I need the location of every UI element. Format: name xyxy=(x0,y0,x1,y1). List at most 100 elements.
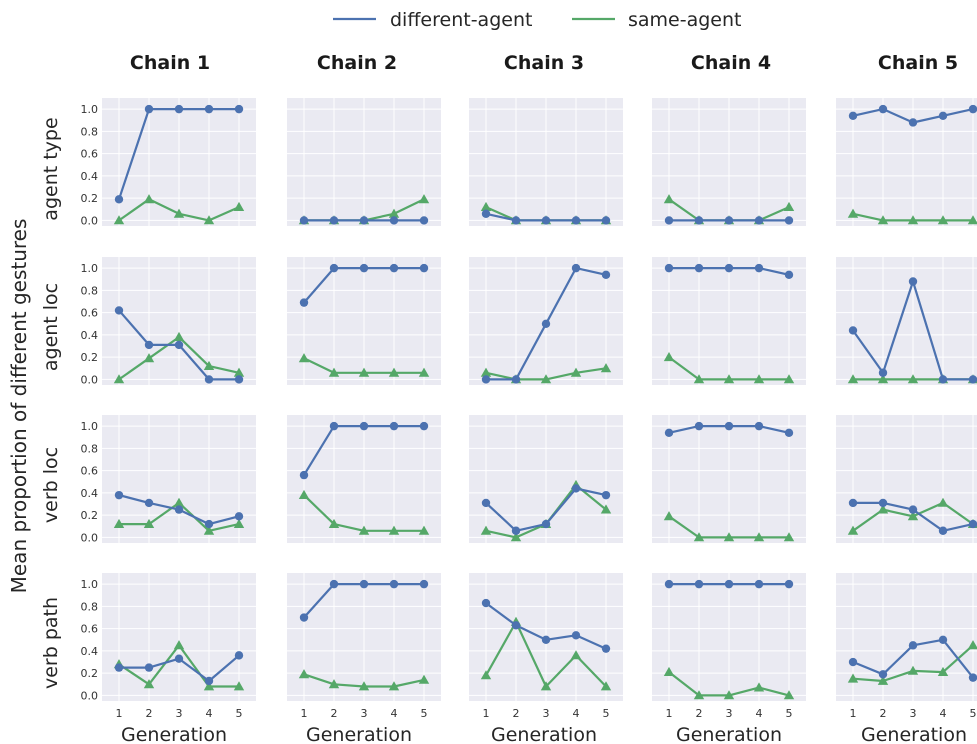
point-different-agent xyxy=(114,663,124,672)
point-same-agent xyxy=(693,690,705,700)
point-different-agent xyxy=(878,368,888,377)
point-different-agent xyxy=(664,263,674,273)
point-same-agent xyxy=(113,518,125,528)
point-same-agent xyxy=(847,673,859,683)
y-axis-label: Mean proportion of different gestures xyxy=(7,219,31,594)
legend: different-agent same-agent xyxy=(333,9,741,31)
point-same-agent xyxy=(480,525,492,535)
point-same-agent xyxy=(753,682,765,692)
point-same-agent xyxy=(663,666,675,676)
point-same-agent xyxy=(143,353,155,363)
panel-r1-c4 xyxy=(652,98,806,226)
x-tick-label: 5 xyxy=(236,707,243,720)
point-different-agent xyxy=(754,579,764,589)
legend-label-same-agent: same-agent xyxy=(628,9,741,31)
point-same-agent xyxy=(358,367,370,377)
point-different-agent xyxy=(848,498,858,508)
chain-title-4: Chain 4 xyxy=(691,52,771,74)
chain-title-1: Chain 1 xyxy=(130,52,210,74)
point-different-agent xyxy=(908,505,918,514)
panel-r2-c1: 0.0 0.2 0.4 0.6 0.8 1.0 xyxy=(81,257,256,386)
panel-background xyxy=(836,98,977,226)
point-same-agent xyxy=(907,665,919,675)
chain-title-2: Chain 2 xyxy=(317,52,397,74)
point-same-agent xyxy=(328,367,340,377)
point-same-agent xyxy=(663,194,675,204)
point-same-agent xyxy=(540,681,552,691)
y-tick-label: 0.0 xyxy=(81,214,99,227)
panel-r4-c4: 1 2 3 4 5 xyxy=(652,573,806,720)
y-tick-label: 0.8 xyxy=(81,125,99,138)
point-different-agent xyxy=(601,270,611,280)
point-same-agent xyxy=(480,670,492,680)
point-different-agent xyxy=(329,263,339,273)
panel-r2-c2 xyxy=(287,257,441,385)
x-axis-label-chain-4: Generation xyxy=(676,724,782,744)
point-different-agent xyxy=(784,428,794,438)
panel-r4-c2: 1 2 3 4 5 xyxy=(287,573,441,720)
point-different-agent xyxy=(968,104,977,114)
point-different-agent xyxy=(938,526,948,535)
point-same-agent xyxy=(783,532,795,542)
point-same-agent xyxy=(233,518,245,528)
point-different-agent xyxy=(114,490,124,500)
x-tick-label: 3 xyxy=(910,707,917,720)
y-tick-label: 0.6 xyxy=(81,148,99,161)
point-different-agent xyxy=(389,263,399,273)
point-same-agent xyxy=(693,374,705,384)
x-tick-label: 2 xyxy=(880,707,887,720)
point-different-agent xyxy=(784,579,794,589)
point-different-agent xyxy=(299,470,309,480)
point-different-agent xyxy=(481,498,491,508)
row-label-agent-loc: agent loc xyxy=(40,283,62,371)
x-tick-label: 1 xyxy=(850,707,857,720)
point-same-agent xyxy=(600,504,612,514)
x-tick-label: 5 xyxy=(786,707,793,720)
point-same-agent xyxy=(723,532,735,542)
y-tick-label: 1.0 xyxy=(81,578,99,591)
x-tick-label: 3 xyxy=(176,707,183,720)
point-same-agent xyxy=(937,497,949,507)
point-different-agent xyxy=(938,111,948,121)
point-different-agent xyxy=(511,526,521,535)
x-tick-label: 3 xyxy=(543,707,550,720)
y-tick-label: 0.4 xyxy=(81,170,99,183)
y-tick-label: 0.2 xyxy=(81,351,99,364)
point-different-agent xyxy=(754,216,764,225)
point-different-agent xyxy=(908,118,918,127)
x-tick-label: 2 xyxy=(696,707,703,720)
point-different-agent xyxy=(144,340,154,350)
x-tick-label: 5 xyxy=(421,707,428,720)
point-different-agent xyxy=(878,670,888,679)
point-same-agent xyxy=(203,360,215,370)
point-same-agent xyxy=(723,690,735,700)
point-same-agent xyxy=(418,194,430,204)
point-different-agent xyxy=(511,621,521,630)
point-different-agent xyxy=(571,263,581,273)
point-same-agent xyxy=(847,374,859,384)
point-different-agent xyxy=(784,216,794,225)
panel-r4-c1: 0.0 0.2 0.4 0.6 0.8 1.0 1 2 3 4 5 xyxy=(81,573,256,720)
point-same-agent xyxy=(203,681,215,691)
point-different-agent xyxy=(329,216,339,225)
point-different-agent xyxy=(938,635,948,644)
point-same-agent xyxy=(877,215,889,225)
point-different-agent xyxy=(481,209,491,218)
point-same-agent xyxy=(113,215,125,225)
y-tick-label: 0.0 xyxy=(81,531,99,544)
y-tick-label: 0.0 xyxy=(81,689,99,702)
point-same-agent xyxy=(143,518,155,528)
point-different-agent xyxy=(204,519,214,529)
point-different-agent xyxy=(694,263,704,273)
point-same-agent xyxy=(783,201,795,211)
point-same-agent xyxy=(753,374,765,384)
x-tick-label: 2 xyxy=(146,707,153,720)
x-tick-label: 2 xyxy=(513,707,520,720)
row-labels: agent type agent loc verb loc verb path xyxy=(40,117,62,689)
panel-r3-c5 xyxy=(836,415,977,543)
point-same-agent xyxy=(388,367,400,377)
point-different-agent xyxy=(724,216,734,225)
y-tick-label: 0.4 xyxy=(81,487,99,500)
panel-r2-c3 xyxy=(469,257,623,385)
